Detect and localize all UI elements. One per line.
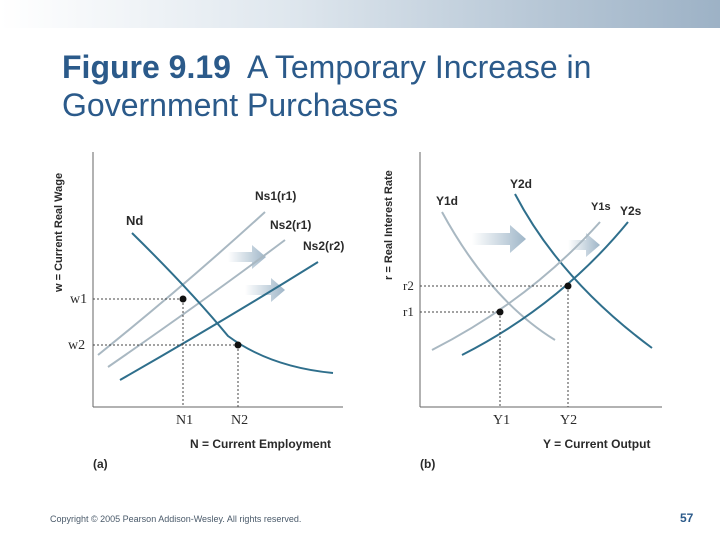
label-ns1-r1: Ns1(r1): [255, 189, 296, 203]
y2d-curve: [514, 193, 653, 349]
tick-n2: N2: [231, 413, 248, 428]
tick-r1: r1: [403, 304, 414, 319]
panel-a-label: (a): [93, 457, 108, 471]
copyright-notice: Copyright © 2005 Pearson Addison-Wesley.…: [50, 514, 302, 524]
label-y1s: Y1s: [591, 201, 611, 213]
slide-title: Figure 9.19 A Temporary Increase in Gove…: [62, 48, 702, 124]
shift-arrow-icon: [228, 245, 266, 269]
tick-w2: w2: [68, 338, 85, 353]
page-number: 57: [680, 511, 694, 525]
panel-b: Y1d Y2d Y1s Y2s r2 r1 Y1 Y2 r = Real Int…: [383, 152, 662, 471]
shift-arrow-icon: [568, 233, 600, 257]
equilibrium-point-1: [496, 308, 504, 316]
label-y1d: Y1d: [436, 194, 458, 208]
top-banner: [0, 0, 720, 28]
shift-arrow-icon: [245, 278, 285, 302]
label-nd: Nd: [126, 213, 143, 228]
label-y2d: Y2d: [510, 177, 532, 191]
figure-title: A Temporary Increase in Government Purch…: [62, 49, 592, 123]
tick-w1: w1: [70, 292, 87, 307]
tick-r2: r2: [403, 278, 414, 293]
panel-b-y-label: r = Real Interest Rate: [383, 170, 395, 280]
ns2-r1-curve: [107, 239, 286, 368]
panel-b-label: (b): [420, 457, 435, 471]
ns2-r2-curve: [119, 261, 319, 381]
panel-a-y-label: w = Current Real Wage: [53, 173, 65, 293]
panel-b-x-label: Y = Current Output: [543, 437, 650, 451]
equilibrium-point-2: [234, 341, 242, 349]
label-y2s: Y2s: [620, 204, 642, 218]
label-ns2-r1: Ns2(r1): [270, 218, 311, 232]
nd-curve: [131, 232, 334, 374]
tick-y1: Y1: [493, 413, 510, 428]
y1d-curve: [441, 211, 556, 341]
tick-y2: Y2: [560, 413, 577, 428]
equilibrium-point-1: [179, 295, 187, 303]
panel-a: Ns1(r1) Ns2(r1) Ns2(r2) Nd w1 w2 N1 N2 w…: [53, 152, 344, 471]
shift-arrow-icon: [472, 225, 526, 253]
y2s-curve: [461, 221, 629, 356]
label-ns2-r2: Ns2(r2): [303, 239, 344, 253]
equilibrium-point-2: [564, 282, 572, 290]
figure-number: Figure 9.19: [62, 49, 231, 85]
tick-n1: N1: [176, 413, 193, 428]
y1s-curve: [431, 221, 601, 351]
panel-a-x-label: N = Current Employment: [190, 437, 331, 451]
